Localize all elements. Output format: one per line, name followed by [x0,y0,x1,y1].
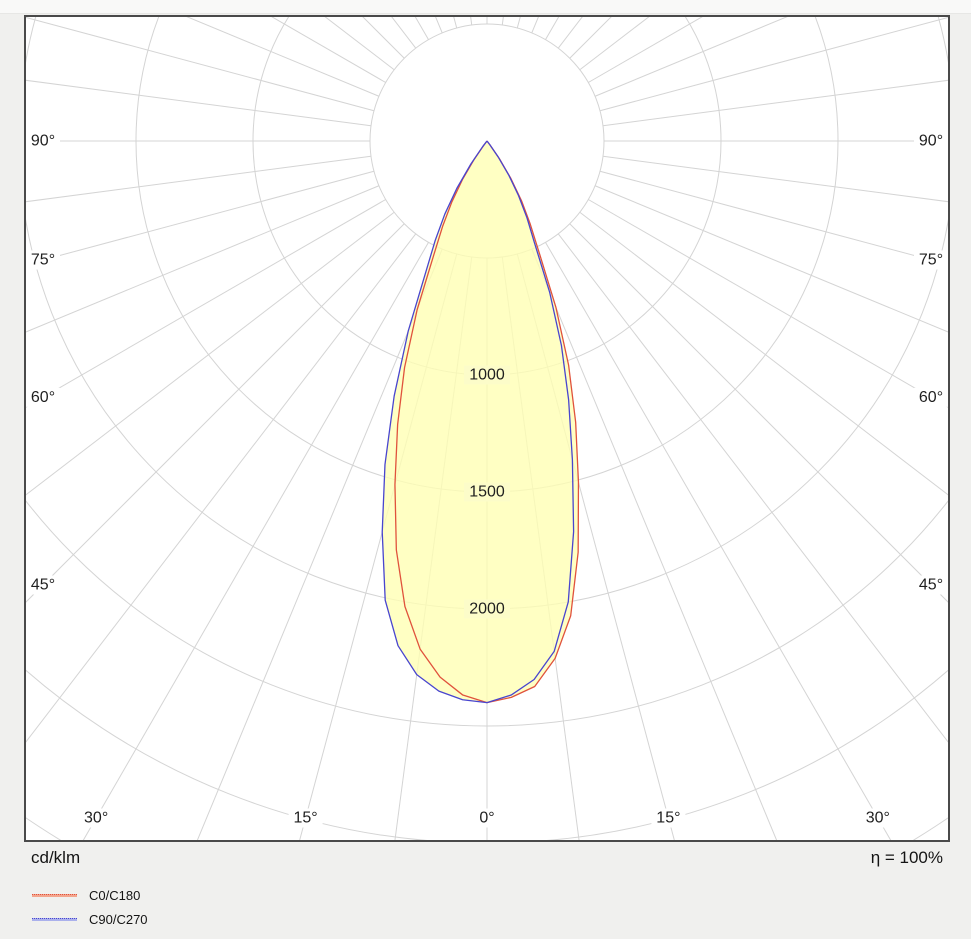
angle-label: 60° [31,389,55,406]
angle-label: 90° [919,133,943,150]
grid-radial-line [26,199,386,408]
angle-label: 30° [84,810,108,827]
plot-border [24,15,950,842]
grid-radial-line [594,17,788,97]
legend-label-c90-c270: C90/C270 [89,911,148,927]
grid-radial-line [599,17,948,112]
ring-label: 1000 [469,367,505,384]
grid-radial-line [594,185,948,333]
angle-label: 45° [31,577,55,594]
c90-c270-line-swatch [32,917,77,921]
ring-label: 1500 [469,484,505,501]
legend-label-c0-c180: C0/C180 [89,887,141,903]
angle-labels: 90° 90° 75° 75° 60° 60° 45° 45° 30° 15° 0° 15° 30° [26,131,948,828]
grid-radial-line [186,17,380,97]
efficiency-label: η = 100% [870,848,943,867]
legend-item-c0-c180: C0/C180 [32,883,148,907]
angle-label-bg [288,808,323,828]
angle-label: 0° [479,810,494,827]
grid-radial-line [26,211,395,496]
angle-label-bg [914,131,948,151]
grid-radial-line [569,223,948,603]
grid-radial-line [602,79,948,127]
grid-radial-line [26,185,380,333]
angle-label-bg [914,575,948,595]
grid-radial-line [545,242,892,840]
angle-label: 30° [866,810,890,827]
angle-label-bg [26,131,60,151]
angle-label-bg [26,575,60,595]
legend-item-c90-c270: C90/C270 [32,907,148,931]
angle-label: 90° [31,133,55,150]
angle-label: 45° [919,577,943,594]
ring-label: 2000 [469,601,505,618]
c0-c180-line-swatch [32,893,77,897]
angle-label: 15° [293,810,317,827]
grid-radial-line [26,223,405,603]
grid-radial-line [196,248,443,840]
c90-c270-line-pattern [32,917,77,919]
ring-label-bg [464,482,510,502]
angle-label-bg [26,387,60,407]
angle-label-bg [914,387,948,407]
grid-radial-line [599,170,948,266]
ring-label-bg [464,365,510,385]
legend: C0/C180 C90/C270 [32,883,148,931]
grid-radial-line [531,248,778,840]
angle-label-bg [470,808,504,828]
curve-c90-c270 [381,140,575,704]
unit-label: cd/klm [31,848,81,867]
ring-labels: 1000 1500 2000 [464,365,510,619]
grid-radial-line [26,155,372,203]
grid-radial-line [26,170,375,266]
grid-radial-line [579,211,948,496]
grid-radial-line [557,233,948,743]
angle-label-bg [860,808,895,828]
grid-radial-line [26,233,417,743]
grid-radial-line [588,199,948,408]
polar-intensity-chart: 1000 1500 2000 90° 90° 75° 75° 60° 60° 45° 45° 30° 1… [24,15,950,842]
beam-fill [382,141,579,703]
grid-radial-line [26,79,372,127]
grid-radial-line [602,155,948,203]
angle-label: 60° [919,389,943,406]
angle-label: 15° [656,810,680,827]
c0-c180-line-pattern [32,893,77,895]
angle-label: 75° [31,251,55,268]
ring-label-bg [464,599,510,619]
grid-radial-line [82,242,429,840]
angle-label-bg [914,250,948,270]
top-strip [0,0,971,14]
angle-label: 75° [919,251,943,268]
angle-label-bg [651,808,686,828]
angle-label-bg [26,250,60,270]
grid-radial-line [26,17,375,112]
angle-label-bg [79,808,114,828]
